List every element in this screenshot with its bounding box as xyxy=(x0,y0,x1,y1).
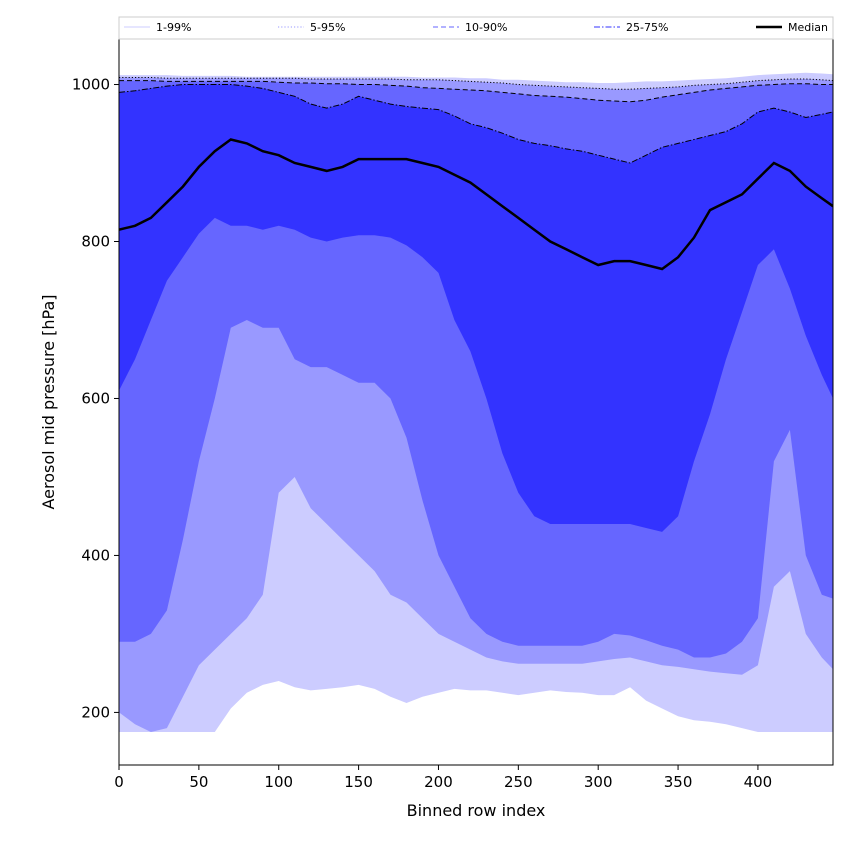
legend-label-1-99pct: 1-99% xyxy=(156,21,191,34)
series-lines xyxy=(119,77,833,271)
legend-label-Median: Median xyxy=(788,21,828,34)
legend-box xyxy=(118,16,834,40)
x-axis-title: Binned row index xyxy=(407,801,546,820)
legend-label-10-90pct: 10-90% xyxy=(465,21,507,34)
x-tick-label: 250 xyxy=(504,773,533,791)
y-tick-label: 1000 xyxy=(72,76,110,94)
y-tick-label: 400 xyxy=(81,546,110,564)
legend: 1-99% 5-95% 10-90% 25-75% Median xyxy=(118,16,834,40)
legend-label-5-95pct: 5-95% xyxy=(310,21,345,34)
x-tick-label: 400 xyxy=(744,773,773,791)
y-axis: 200 400 600 800 1000 xyxy=(72,76,119,721)
upper-line-10-90pct xyxy=(119,80,833,103)
x-tick-label: 300 xyxy=(584,773,613,791)
median-line xyxy=(119,138,833,271)
upper-line-5-95pct xyxy=(119,77,833,90)
x-tick-label: 150 xyxy=(344,773,373,791)
percentile-bands xyxy=(119,72,833,732)
legend-label-25-75pct: 25-75% xyxy=(626,21,668,34)
x-tick-label: 350 xyxy=(664,773,693,791)
upper-line-25-75pct xyxy=(119,84,833,164)
x-axis: 0 50 100 150 200 250 300 350 400 xyxy=(114,765,772,791)
x-tick-label: 50 xyxy=(189,773,208,791)
y-tick-label: 800 xyxy=(81,232,110,250)
y-tick-label: 200 xyxy=(81,703,110,721)
y-tick-label: 600 xyxy=(81,389,110,407)
band-25-75pct xyxy=(119,84,833,532)
x-tick-label: 100 xyxy=(264,773,293,791)
x-tick-label: 0 xyxy=(114,773,124,791)
y-axis-title: Aerosol mid pressure [hPa] xyxy=(39,294,58,509)
x-tick-label: 200 xyxy=(424,773,453,791)
